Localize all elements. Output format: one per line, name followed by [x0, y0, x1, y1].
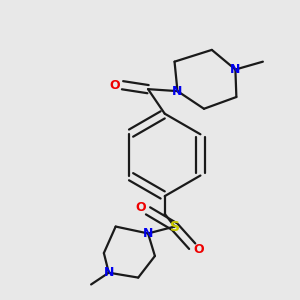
Text: S: S: [169, 220, 179, 234]
Text: O: O: [136, 201, 146, 214]
Text: N: N: [172, 85, 183, 98]
Text: N: N: [230, 63, 241, 76]
Text: N: N: [143, 227, 153, 240]
Text: O: O: [110, 79, 120, 92]
Text: O: O: [194, 243, 204, 256]
Text: N: N: [103, 266, 114, 279]
